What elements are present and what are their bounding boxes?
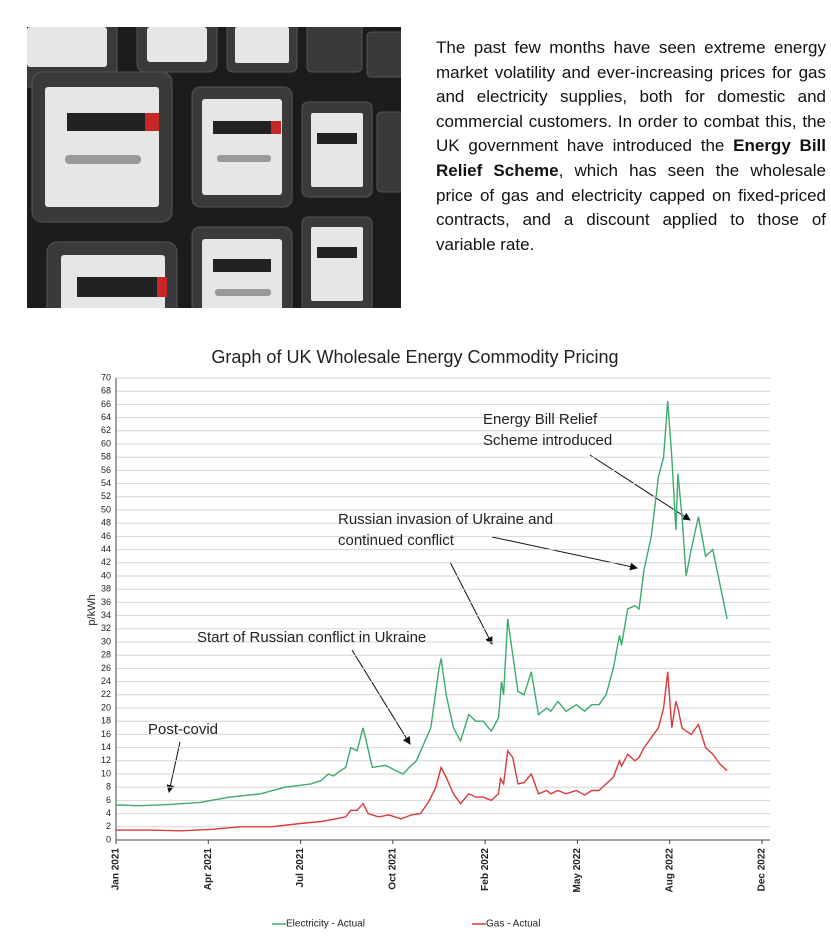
y-tick-label: 34 [101, 610, 111, 620]
y-tick-label: 42 [101, 557, 111, 567]
x-tick-label: Oct 2021 [387, 848, 398, 890]
legend-label: Electricity - Actual [286, 919, 365, 930]
annotation: Start of Russian conflict in Ukraine [197, 629, 426, 646]
annotation: continued conflict [338, 532, 455, 549]
paragraph-text: The past few months have seen extreme en… [436, 38, 826, 156]
chart-title: Graph of UK Wholesale Energy Commodity P… [211, 347, 618, 367]
y-tick-label: 6 [106, 795, 111, 805]
x-tick-label: Jan 2021 [111, 848, 122, 891]
y-axis-label: p/kWh [86, 594, 98, 625]
y-tick-label: 50 [101, 504, 111, 514]
y-tick-label: 22 [101, 689, 111, 699]
y-tick-label: 64 [101, 412, 111, 422]
annotation-arrow [589, 454, 691, 521]
y-tick-label: 66 [101, 399, 111, 409]
y-tick-label: 30 [101, 636, 111, 646]
y-tick-label: 4 [106, 808, 111, 818]
annotation: Energy Bill Relief [483, 411, 598, 428]
y-tick-label: 48 [101, 518, 111, 528]
y-tick-label: 32 [101, 623, 111, 633]
x-tick-label: Jul 2021 [295, 848, 306, 888]
annotation-arrow [351, 649, 411, 745]
y-tick-label: 36 [101, 597, 111, 607]
y-tick-label: 40 [101, 570, 111, 580]
y-tick-label: 16 [101, 729, 111, 739]
intro-paragraph: The past few months have seen extreme en… [436, 36, 826, 257]
data-line [115, 401, 728, 807]
meter-photo [27, 27, 401, 308]
y-tick-label: 46 [101, 531, 111, 541]
y-tick-label: 20 [101, 702, 111, 712]
y-tick-label: 70 [101, 372, 111, 382]
x-tick-label: Feb 2022 [480, 848, 491, 891]
y-tick-label: 52 [101, 491, 111, 501]
y-tick-label: 38 [101, 584, 111, 594]
annotation: Russian invasion of Ukraine and [338, 511, 553, 528]
y-tick-label: 28 [101, 650, 111, 660]
annotation-arrow [166, 741, 181, 793]
y-tick-label: 68 [101, 386, 111, 396]
y-tick-label: 18 [101, 716, 111, 726]
annotation-arrow [449, 561, 493, 645]
y-tick-label: 2 [106, 821, 111, 831]
x-tick-label: Dec 2022 [757, 848, 768, 892]
y-tick-label: 10 [101, 768, 111, 778]
x-tick-label: Apr 2021 [203, 848, 214, 891]
y-tick-label: 24 [101, 676, 111, 686]
y-tick-label: 62 [101, 425, 111, 435]
annotation-arrow [491, 536, 638, 571]
y-tick-label: 56 [101, 465, 111, 475]
y-tick-label: 26 [101, 663, 111, 673]
y-tick-label: 54 [101, 478, 111, 488]
chart: Graph of UK Wholesale Energy Commodity P… [86, 347, 770, 930]
y-tick-label: 60 [101, 438, 111, 448]
y-tick-label: 58 [101, 452, 111, 462]
y-tick-label: 12 [101, 755, 111, 765]
data-line [116, 671, 728, 832]
x-tick-label: Aug 2022 [664, 848, 675, 893]
annotation: Scheme introduced [483, 432, 612, 449]
y-tick-label: 0 [106, 834, 111, 844]
annotation: Post-covid [148, 721, 218, 738]
x-tick-label: May 2022 [572, 848, 583, 893]
y-tick-label: 14 [101, 742, 111, 752]
legend-label: Gas - Actual [486, 919, 540, 930]
y-tick-label: 8 [106, 782, 111, 792]
paragraph-bold: Energy Bill Relief Scheme [436, 136, 826, 180]
paragraph-text: , which has seen the wholesale price of … [436, 160, 826, 254]
y-tick-label: 44 [101, 544, 111, 554]
